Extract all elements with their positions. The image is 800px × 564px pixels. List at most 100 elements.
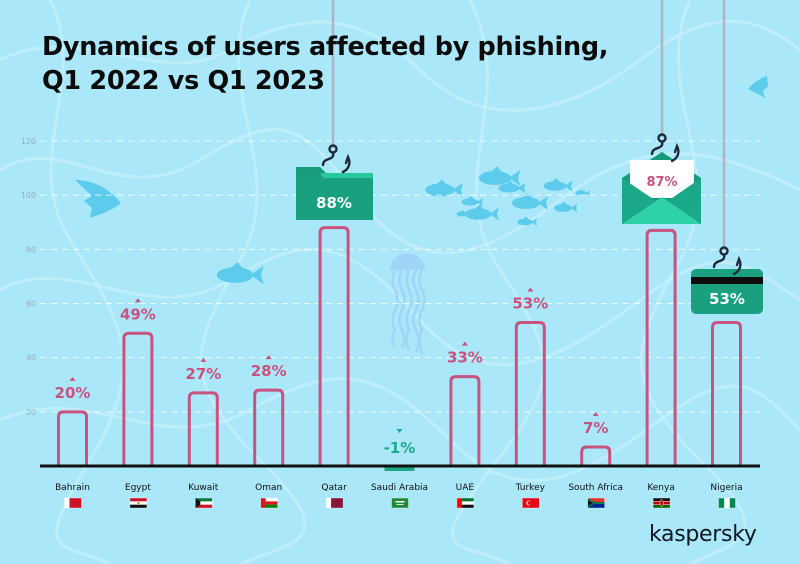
trend-down-icon	[396, 429, 403, 433]
fish-fin	[435, 179, 447, 185]
flag-border	[64, 497, 82, 509]
fish-icon	[553, 201, 578, 213]
trend-up-icon	[69, 376, 76, 381]
fish-icon	[498, 180, 526, 194]
flag-border	[652, 497, 671, 509]
flag-border	[129, 497, 148, 509]
fish-body	[456, 211, 468, 217]
y-tick-label: 20	[26, 408, 36, 417]
hook-shank	[321, 151, 335, 167]
water-caustic	[48, 0, 125, 564]
jellyfish-icon	[390, 253, 426, 355]
water-caustic	[0, 377, 800, 482]
flag-band	[718, 498, 725, 508]
sea-creatures	[75, 76, 768, 355]
flag-emblem	[137, 502, 140, 504]
water-caustic	[639, 0, 747, 564]
flag-band	[260, 498, 266, 508]
fish-body	[575, 190, 587, 196]
bar-turkey	[514, 320, 546, 466]
flag-band	[326, 498, 332, 508]
value-label-turkey: 53%	[512, 294, 548, 312]
flag-band	[326, 498, 344, 508]
value-label-kenya: 87%	[646, 175, 677, 190]
category-label: Nigeria	[710, 483, 742, 493]
folder-tab	[321, 173, 373, 178]
bar-bahrain	[57, 410, 88, 466]
flag-band	[260, 501, 278, 505]
water-caustic	[199, 0, 307, 564]
trend-up-icon	[134, 298, 141, 303]
value-label-egypt: 49%	[120, 305, 156, 323]
flag-shield	[659, 499, 664, 507]
jellyfish-tentacle	[412, 269, 420, 353]
category-label: Oman	[255, 483, 282, 493]
flag-band	[729, 498, 736, 508]
category-label: Turkey	[515, 483, 546, 493]
kuwait-flag-icon	[195, 497, 213, 509]
fish-fin	[467, 196, 474, 199]
flag-border	[260, 497, 279, 509]
fish-fin	[551, 178, 560, 182]
value-label-saudi-arabia: -1%	[384, 439, 416, 457]
flag-band	[456, 498, 474, 502]
bar-nigeria	[711, 320, 742, 466]
flag-border	[521, 497, 540, 509]
hook-shank	[650, 140, 664, 156]
flag-border	[325, 497, 344, 509]
value-label-south-africa: 7%	[583, 419, 608, 437]
turkey-flag-icon	[521, 497, 540, 509]
flag-band	[64, 498, 70, 508]
flag-emblem	[395, 501, 405, 503]
hook-shank	[712, 253, 726, 269]
category-label: UAE	[456, 483, 475, 493]
flags	[64, 497, 736, 509]
fish-fin	[490, 166, 502, 173]
folder-front	[296, 174, 373, 220]
fish-body	[216, 267, 254, 283]
flag-band	[456, 504, 474, 508]
flag-band	[129, 498, 147, 502]
flag-band	[587, 498, 605, 503]
fish-fin	[579, 189, 584, 191]
fish-tail	[564, 180, 573, 192]
envelope-icon	[622, 152, 701, 224]
fish-body	[498, 183, 520, 193]
fish-icon	[512, 193, 548, 210]
fishing-lines	[331, 0, 726, 250]
fish-icon	[575, 189, 590, 196]
hook-icon	[650, 133, 680, 163]
jellyfish-tentacle	[398, 269, 406, 349]
value-label-oman: 28%	[251, 362, 287, 380]
fish-icon	[461, 196, 484, 207]
fish-fin	[460, 210, 465, 212]
jellyfish-tentacle	[405, 269, 413, 351]
bahrain-flag-icon	[64, 497, 82, 509]
bar-saudi-arabia	[384, 467, 415, 471]
chart-title: Dynamics of users affected by phishing, …	[42, 30, 608, 98]
y-tick-label: 80	[26, 245, 36, 254]
bar-oman	[253, 388, 285, 466]
fish-body	[478, 171, 512, 185]
category-label: Saudi Arabia	[371, 483, 428, 493]
fish-fin	[522, 216, 529, 220]
fish-tail	[508, 169, 521, 187]
category-label: Egypt	[125, 483, 151, 493]
flag-band	[129, 504, 147, 508]
envelope-letter	[630, 160, 694, 198]
water-caustic	[450, 0, 546, 564]
hook-point	[670, 142, 680, 163]
y-tick-label: 100	[21, 191, 36, 200]
value-label-uae: 33%	[447, 349, 483, 367]
flag-band	[195, 504, 213, 508]
category-label: South Africa	[568, 483, 623, 493]
fish-tail	[250, 265, 264, 285]
envelope-front-bottom	[622, 197, 701, 224]
hook-eye	[657, 133, 667, 143]
jellyfish-tentacle	[418, 269, 426, 355]
flag-band	[391, 498, 409, 508]
fish-tail	[531, 218, 538, 226]
fish-icon	[517, 216, 538, 226]
bar-kuwait	[187, 391, 219, 466]
